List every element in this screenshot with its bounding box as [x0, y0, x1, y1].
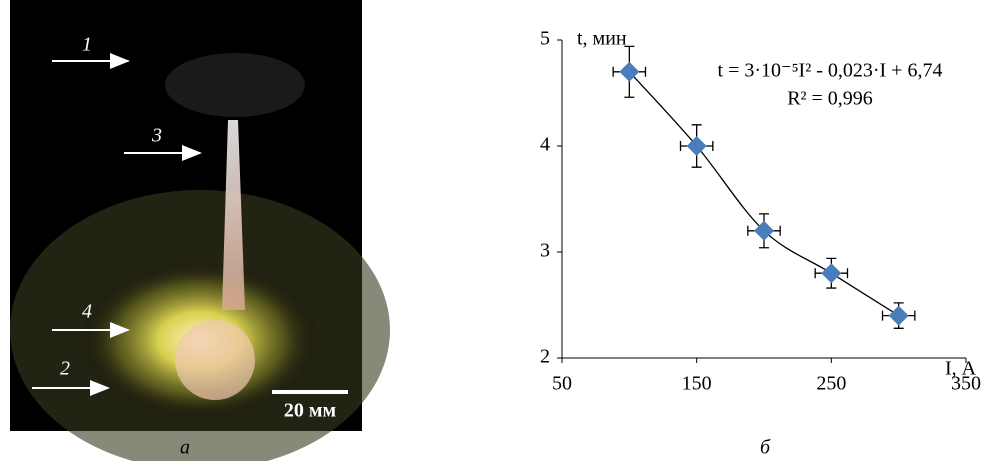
r-squared: R² = 0,996	[787, 88, 873, 110]
point	[754, 220, 774, 241]
x-tick-label: 150	[682, 373, 712, 395]
x-tick-label: 250	[816, 373, 846, 395]
point	[619, 61, 640, 82]
photo-label: 3	[151, 125, 162, 147]
y-tick-label: 3	[540, 240, 550, 262]
photo-label: 4	[82, 301, 92, 323]
point	[888, 305, 909, 326]
photo: 1 3 4 2 20 мм	[10, 0, 390, 461]
y-tick-label: 4	[540, 134, 550, 156]
x-tick-label: 350	[951, 373, 981, 395]
x-tick-label: 50	[552, 373, 572, 395]
equation: t = 3·10⁻⁵I² - 0,023·I + 6,74	[718, 60, 943, 82]
scale-label: 20 мм	[284, 400, 336, 422]
caption: а	[180, 437, 190, 459]
point	[821, 263, 842, 284]
point	[686, 136, 707, 156]
y-tick-label: 2	[540, 346, 550, 368]
photo-label: 2	[60, 358, 70, 380]
caption: б	[760, 437, 771, 459]
photo-label: 1	[82, 34, 92, 56]
trend-line	[628, 71, 900, 317]
y-axis-label: t, мин	[577, 28, 627, 50]
y-tick-label: 5	[540, 28, 550, 50]
x-axis-label: I, А	[945, 358, 977, 380]
